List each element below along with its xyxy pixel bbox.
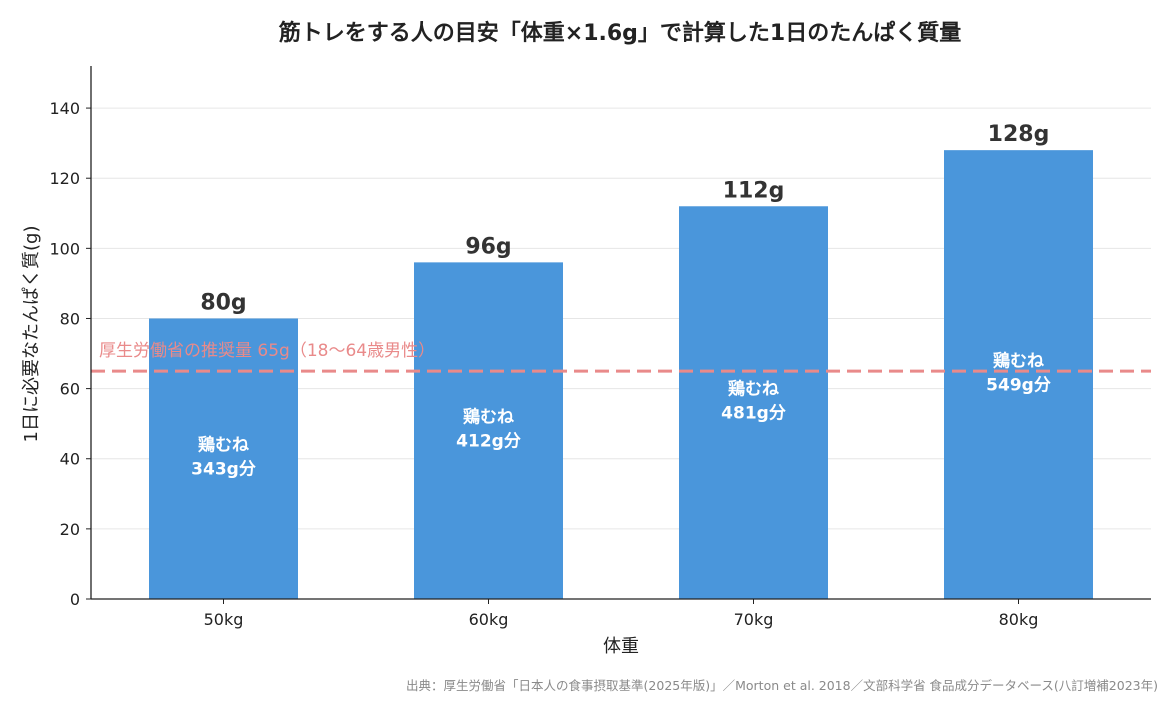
bar	[414, 262, 563, 599]
y-tick-label: 140	[49, 99, 80, 118]
bar-inner-label: 鶏むね	[463, 407, 514, 428]
x-tick-label: 50kg	[204, 610, 244, 629]
data-labels: 80g 鶏むね 343g分 96g 鶏むね 412g分 112g 鶏むね 481g分 128g 鶏む…	[191, 122, 1051, 480]
chart-title: 筋トレをする人の目安「体重×1.6g」で計算した1日のたんぱく質量	[278, 20, 961, 46]
axes: 0 20 40 60 80 100 120 140 50kg 60kg 70kg 80kg	[49, 66, 1151, 629]
reference-line-label: 厚生労働省の推奨量 65g（18〜64歳男性）	[99, 341, 435, 361]
bar	[944, 150, 1093, 599]
bar-value-label: 112g	[723, 178, 785, 203]
y-tick-label: 60	[60, 380, 80, 399]
bar-inner-label: 鶏むね	[728, 379, 779, 400]
bar-inner-label: 343g分	[191, 460, 256, 480]
x-tick-label: 60kg	[469, 610, 509, 629]
y-tick-label: 120	[49, 169, 80, 188]
source-note: 出典：厚生労働省「日本人の食事摂取基準(2025年版)」／Morton et a…	[406, 678, 1158, 693]
x-tick-label: 70kg	[734, 610, 774, 629]
x-tick-label: 80kg	[999, 610, 1039, 629]
y-tick-label: 40	[60, 450, 80, 469]
bar-inner-label: 鶏むね	[198, 435, 249, 456]
bar-value-label: 128g	[988, 122, 1050, 147]
bar-inner-label: 鶏むね	[993, 351, 1044, 372]
y-tick-label: 100	[49, 239, 80, 258]
y-axis-label: 1日に必要なたんぱく質(g)	[21, 226, 42, 443]
bar-inner-label: 412g分	[456, 432, 521, 452]
x-axis-label: 体重	[603, 636, 639, 657]
y-tick-label: 20	[60, 520, 80, 539]
bar	[679, 206, 828, 599]
bar-value-label: 80g	[200, 290, 246, 315]
reference-line-group: 厚生労働省の推奨量 65g（18〜64歳男性）	[91, 341, 1151, 373]
bar-inner-label: 481g分	[721, 404, 786, 424]
bars	[149, 150, 1093, 599]
y-tick-label: 0	[70, 590, 80, 609]
bar-value-label: 96g	[465, 234, 511, 259]
bar-inner-label: 549g分	[986, 376, 1051, 396]
y-tick-label: 80	[60, 309, 80, 328]
bar	[149, 318, 298, 599]
